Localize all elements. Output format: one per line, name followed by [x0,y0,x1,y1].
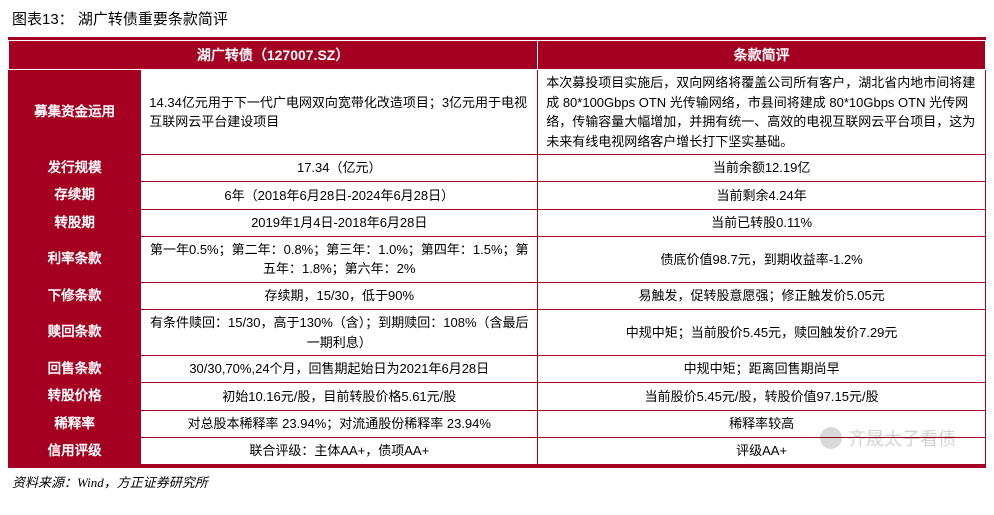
table-header-row: 湖广转债（127007.SZ） 条款简评 [9,41,986,70]
row-detail: 联合评级：主体AA+，债项AA+ [141,437,538,464]
table-row: 转股价格初始10.16元/股，目前转股价格5.61元/股当前股价5.45元/股，… [9,383,986,410]
table-row: 回售条款30/30,70%,24个月，回售期起始日为2021年6月28日中规中矩… [9,356,986,383]
terms-table: 湖广转债（127007.SZ） 条款简评 募集资金运用14.34亿元用于下一代广… [8,40,986,465]
header-left: 湖广转债（127007.SZ） [9,41,538,70]
table-row: 赎回条款有条件赎回：15/30，高于130%（含）；到期赎回：108%（含最后一… [9,310,986,356]
table-row: 稀释率对总股本稀释率 23.94%；对流通股份稀释率 23.94%稀释率较高 [9,410,986,437]
row-comment: 当前余额12.19亿 [538,155,986,182]
figure-container: 图表13： 湖广转债重要条款简评 湖广转债（127007.SZ） 条款简评 募集… [8,8,986,491]
header-right: 条款简评 [538,41,986,70]
row-label: 募集资金运用 [9,70,141,155]
table-row: 下修条款存续期，15/30，低于90%易触发，促转股意愿强；修正触发价5.05元 [9,282,986,309]
row-detail: 初始10.16元/股，目前转股价格5.61元/股 [141,383,538,410]
row-detail: 2019年1月4日-2018年6月28日 [141,209,538,236]
row-detail: 14.34亿元用于下一代广电网双向宽带化改造项目；3亿元用于电视互联网云平台建设… [141,70,538,155]
row-comment: 当前剩余4.24年 [538,182,986,209]
table-body: 募集资金运用14.34亿元用于下一代广电网双向宽带化改造项目；3亿元用于电视互联… [9,70,986,465]
row-comment: 当前股价5.45元/股，转股价值97.15元/股 [538,383,986,410]
row-comment: 当前已转股0.11% [538,209,986,236]
row-comment: 稀释率较高 [538,410,986,437]
row-label: 转股期 [9,209,141,236]
row-comment: 评级AA+ [538,437,986,464]
row-detail: 存续期，15/30，低于90% [141,282,538,309]
row-label: 下修条款 [9,282,141,309]
table-wrapper: 湖广转债（127007.SZ） 条款简评 募集资金运用14.34亿元用于下一代广… [8,37,986,468]
table-row: 信用评级联合评级：主体AA+，债项AA+评级AA+ [9,437,986,464]
table-row: 存续期6年（2018年6月28日-2024年6月28日）当前剩余4.24年 [9,182,986,209]
figure-title: 图表13： 湖广转债重要条款简评 [8,8,986,29]
row-detail: 第一年0.5%；第二年：0.8%；第三年：1.0%；第四年：1.5%；第五年：1… [141,236,538,282]
row-label: 发行规模 [9,155,141,182]
row-label: 转股价格 [9,383,141,410]
table-row: 利率条款第一年0.5%；第二年：0.8%；第三年：1.0%；第四年：1.5%；第… [9,236,986,282]
row-comment: 债底价值98.7元，到期收益率-1.2% [538,236,986,282]
source-note: 资料来源：Wind，方正证券研究所 [8,472,986,491]
row-label: 存续期 [9,182,141,209]
row-comment: 中规中矩；当前股价5.45元，赎回触发价7.29元 [538,310,986,356]
table-row: 转股期2019年1月4日-2018年6月28日当前已转股0.11% [9,209,986,236]
row-comment: 本次募投项目实施后，双向网络将覆盖公司所有客户，湖北省内地市间将建成 80*10… [538,70,986,155]
table-row: 发行规模17.34（亿元）当前余额12.19亿 [9,155,986,182]
row-comment: 中规中矩；距离回售期尚早 [538,356,986,383]
row-label: 回售条款 [9,356,141,383]
row-label: 稀释率 [9,410,141,437]
row-detail: 6年（2018年6月28日-2024年6月28日） [141,182,538,209]
row-comment: 易触发，促转股意愿强；修正触发价5.05元 [538,282,986,309]
table-row: 募集资金运用14.34亿元用于下一代广电网双向宽带化改造项目；3亿元用于电视互联… [9,70,986,155]
row-label: 赎回条款 [9,310,141,356]
row-detail: 对总股本稀释率 23.94%；对流通股份稀释率 23.94% [141,410,538,437]
row-label: 信用评级 [9,437,141,464]
row-detail: 17.34（亿元） [141,155,538,182]
row-detail: 30/30,70%,24个月，回售期起始日为2021年6月28日 [141,356,538,383]
row-label: 利率条款 [9,236,141,282]
row-detail: 有条件赎回：15/30，高于130%（含）；到期赎回：108%（含最后一期利息） [141,310,538,356]
